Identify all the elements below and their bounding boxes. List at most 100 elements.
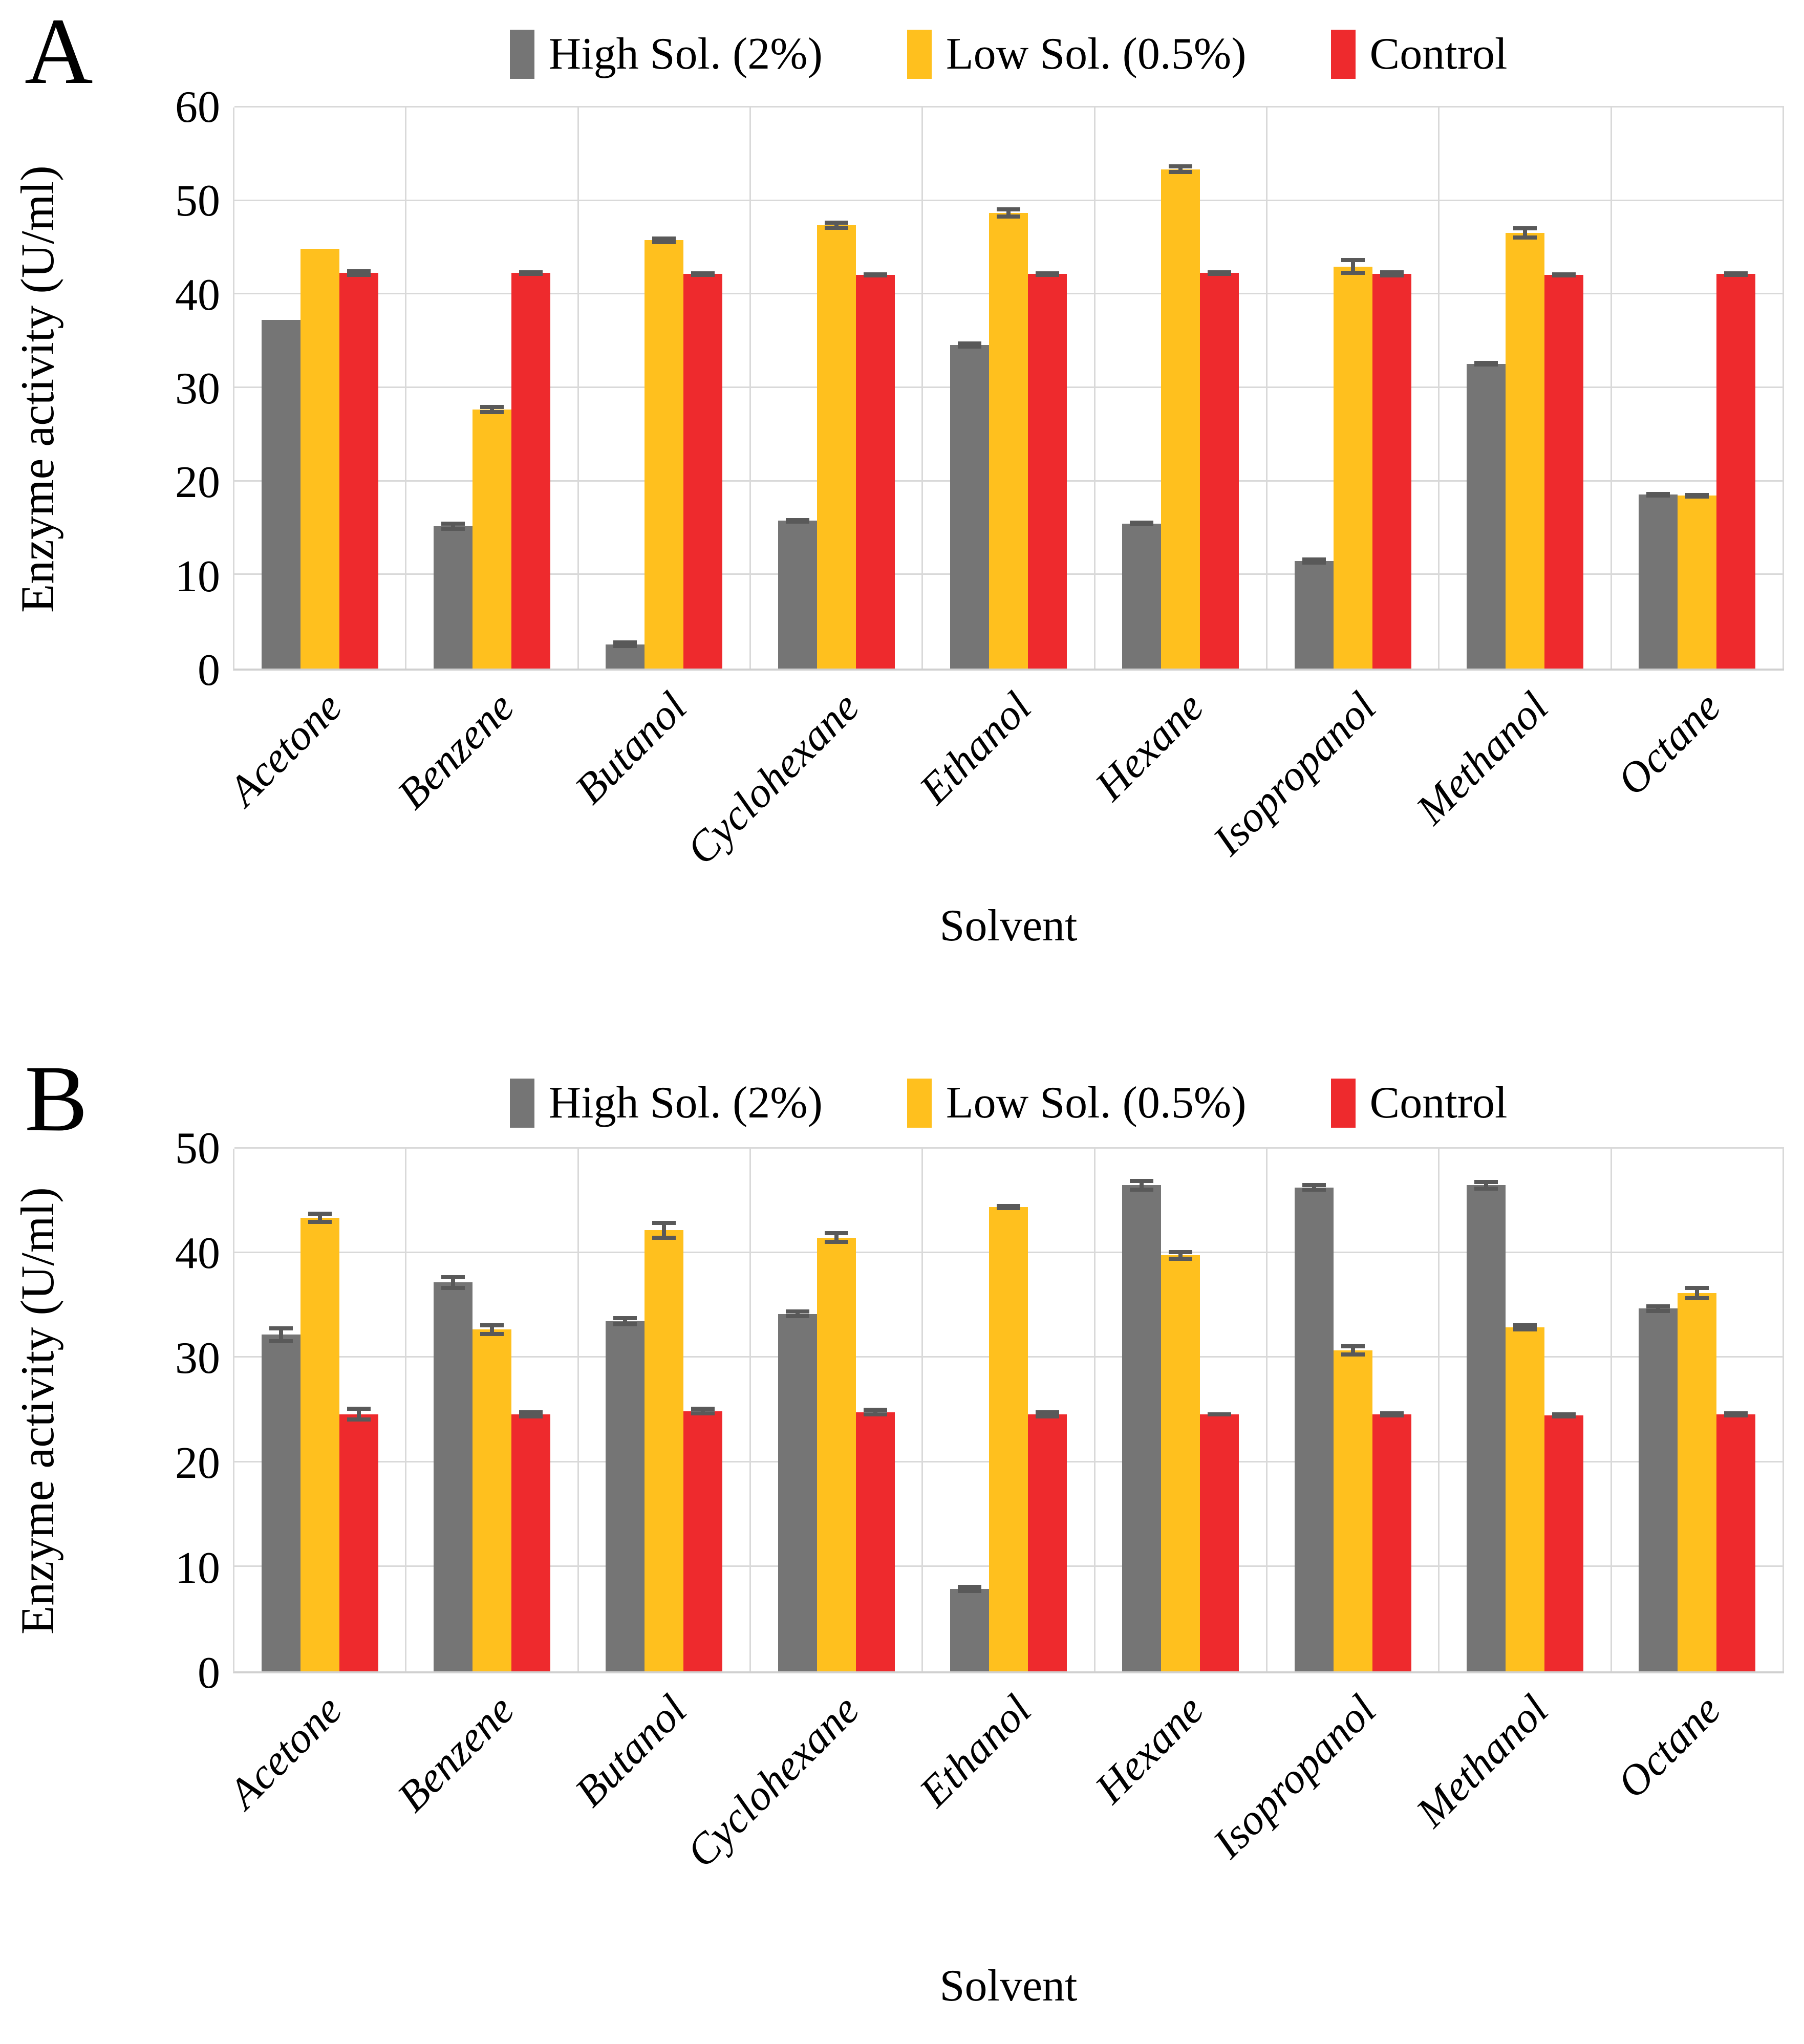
category-group xyxy=(1612,1149,1784,1671)
error-bar-stem xyxy=(795,1309,800,1318)
legend-swatch-icon xyxy=(509,1078,534,1128)
error-bar-stem xyxy=(1484,1180,1488,1191)
error-bar-stem xyxy=(1350,1344,1355,1357)
error-bar-cap xyxy=(1380,1413,1404,1417)
error-bar xyxy=(1341,1344,1365,1357)
error-bar-cap xyxy=(785,519,809,524)
error-bar-cap xyxy=(1208,1412,1232,1416)
error-bar-cap xyxy=(1724,272,1748,277)
y-tick-label: 30 xyxy=(175,1333,220,1383)
bar-groups xyxy=(234,107,1784,669)
error-bar xyxy=(996,207,1020,219)
x-category-label: Methanol xyxy=(1407,1686,1558,1836)
error-bar-stem xyxy=(278,1326,283,1343)
panel-b-letter: B xyxy=(25,1046,88,1151)
panel-a-y-tick-labels: 0 10 20 30 40 50 60 xyxy=(77,85,220,693)
error-bar-cap xyxy=(1130,522,1154,527)
bar xyxy=(1200,273,1239,669)
y-tick-label: 30 xyxy=(175,364,220,414)
bar xyxy=(606,644,645,669)
error-bar xyxy=(652,1220,676,1240)
x-category-label: Ethanol xyxy=(910,683,1041,813)
bar xyxy=(1544,274,1583,669)
error-bar-cap xyxy=(1302,561,1326,565)
error-bar-cap xyxy=(1169,164,1193,169)
panel-b: B High Sol. (2%) Low Sol. (0.5%) Control E… xyxy=(0,1022,1804,2044)
category-group xyxy=(923,1149,1096,1671)
error-bar-cap xyxy=(347,1407,371,1411)
error-bar-cap xyxy=(1513,1323,1537,1328)
error-bar xyxy=(480,404,504,415)
error-bar-cap xyxy=(1724,1413,1748,1417)
error-bar xyxy=(1552,272,1576,278)
panel-b-y-tick-labels: 0 10 20 30 40 50 xyxy=(77,1126,220,1696)
category-group xyxy=(1440,1149,1612,1671)
bar xyxy=(1333,1350,1372,1671)
category-group xyxy=(1612,107,1784,669)
error-bar-cap xyxy=(1474,1180,1498,1185)
bar xyxy=(261,1335,300,1671)
error-bar-cap xyxy=(1169,1250,1193,1255)
error-bar-stem xyxy=(1522,1323,1527,1332)
bar xyxy=(300,1217,339,1671)
legend-label: High Sol. (2%) xyxy=(548,29,823,79)
error-bar-stem xyxy=(1045,1410,1049,1418)
error-bar-stem xyxy=(1178,164,1183,174)
category-group xyxy=(1440,107,1612,669)
error-bar-cap xyxy=(996,1206,1020,1211)
x-category-label: Acetone xyxy=(219,1686,351,1818)
error-bar-stem xyxy=(623,1316,628,1327)
error-bar-cap xyxy=(691,272,715,277)
legend-swatch-icon xyxy=(907,29,932,79)
error-bar xyxy=(1646,491,1670,498)
error-bar xyxy=(1552,1412,1576,1418)
error-bar-cap xyxy=(1552,1412,1576,1416)
legend-label: High Sol. (2%) xyxy=(548,1078,823,1128)
error-bar-cap xyxy=(1341,258,1365,263)
legend-label: Control xyxy=(1369,1078,1508,1128)
bar xyxy=(645,1230,684,1671)
error-bar-cap xyxy=(691,1411,715,1415)
error-bar-stem xyxy=(1178,1250,1183,1261)
error-bar xyxy=(785,1309,809,1318)
x-category-label: Butanol xyxy=(566,683,696,813)
error-bar-cap xyxy=(957,341,981,346)
legend-label: Control xyxy=(1369,29,1508,79)
error-bar xyxy=(1513,226,1537,240)
error-bar xyxy=(1724,271,1748,277)
error-bar-cap xyxy=(1035,272,1059,277)
error-bar-cap xyxy=(1130,1179,1154,1184)
legend-item: Control xyxy=(1330,1077,1508,1129)
bar xyxy=(1122,523,1162,669)
bar xyxy=(1716,274,1756,669)
error-bar-stem xyxy=(1140,1179,1144,1192)
x-category-label: Benzene xyxy=(388,683,524,819)
y-tick-label: 10 xyxy=(175,551,220,601)
bar xyxy=(1200,1414,1239,1671)
bar xyxy=(817,1237,856,1671)
error-bar-stem xyxy=(528,1410,533,1418)
error-bar-cap xyxy=(1380,273,1404,278)
error-bar-cap xyxy=(1380,1411,1404,1415)
x-category-label: Cyclohexane xyxy=(677,1686,868,1877)
error-bar-cap xyxy=(347,1417,371,1422)
error-bar xyxy=(691,1407,715,1415)
bar xyxy=(1639,1308,1678,1671)
bar xyxy=(300,248,339,669)
bar xyxy=(1294,561,1334,669)
error-bar xyxy=(1685,492,1709,499)
panel-b-y-axis-title: Enzyme activity (U/ml) xyxy=(11,1187,63,1635)
error-bar-stem xyxy=(967,1584,972,1593)
error-bar-cap xyxy=(1646,1308,1670,1313)
error-bar-cap xyxy=(1685,1296,1709,1301)
y-tick-label: 20 xyxy=(175,458,220,508)
error-bar-cap xyxy=(1302,557,1326,562)
bar xyxy=(261,319,300,669)
legend-swatch-icon xyxy=(509,29,534,79)
bar xyxy=(339,273,378,669)
legend-label: Low Sol. (0.5%) xyxy=(946,29,1247,79)
x-category-label: Benzene xyxy=(388,1686,524,1821)
bar xyxy=(1544,1415,1583,1671)
bar xyxy=(1333,266,1372,669)
error-bar-cap xyxy=(1724,1411,1748,1415)
